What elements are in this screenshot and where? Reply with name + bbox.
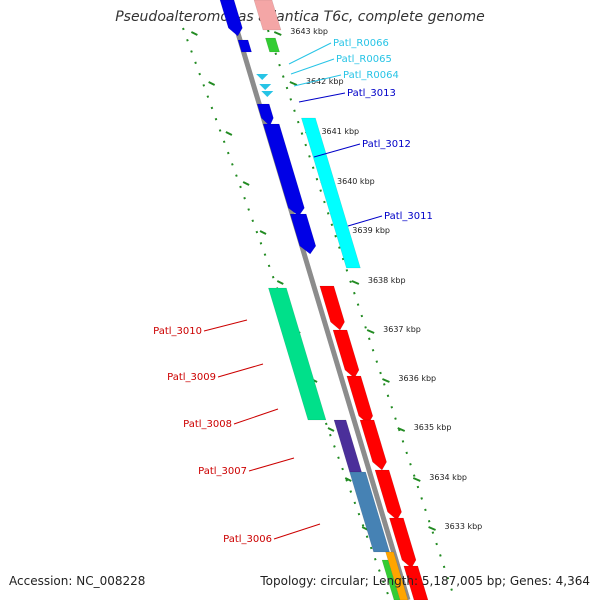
inner-major-tick <box>225 131 233 136</box>
gene-patl-3012-cyan <box>301 117 361 269</box>
outer-ring-dots <box>267 29 456 600</box>
gene-top-blue <box>219 0 243 37</box>
genome-backbone <box>225 0 411 600</box>
trna-r0065 <box>259 84 272 90</box>
trna-r0064 <box>261 91 274 97</box>
trna-r0066 <box>256 74 269 80</box>
leader-line <box>293 74 342 87</box>
inner-major-tick <box>344 477 352 482</box>
gene-label: Patl_3010 <box>153 326 202 337</box>
tick-label: 3635 kbp <box>414 423 452 432</box>
gene-red-1 <box>319 285 345 331</box>
gene-red-4 <box>359 419 387 471</box>
leader-line <box>313 143 361 158</box>
inner-major-tick <box>190 31 198 36</box>
gene-label: Patl_R0065 <box>336 54 392 65</box>
leader-line <box>203 319 248 332</box>
gene-label: Patl_3008 <box>183 419 232 430</box>
gene-patl-3012-blue <box>262 123 305 217</box>
major-tick <box>289 81 298 86</box>
major-tick <box>366 329 375 334</box>
inner-major-tick <box>208 81 216 86</box>
major-tick <box>351 280 360 285</box>
leader-line <box>273 523 321 540</box>
gene-label: Patl_3007 <box>198 466 247 477</box>
gene-bottom-green <box>381 559 401 600</box>
gene-label: Patl_3013 <box>347 88 396 99</box>
tick-label: 3641 kbp <box>321 127 359 136</box>
gene-red-7 <box>403 565 429 600</box>
major-tick <box>382 378 390 383</box>
gene-patl-3011-blue <box>289 213 317 255</box>
leader-line <box>290 58 335 75</box>
gene-red-6 <box>389 517 417 569</box>
leader-line <box>233 408 279 425</box>
gene-label: Patl_3011 <box>384 211 433 222</box>
accession-text: Accession: NC_008228 <box>9 574 146 588</box>
leader-line <box>248 457 295 472</box>
inner-major-tick <box>259 230 267 235</box>
inner-major-tick <box>276 280 284 285</box>
inner-major-tick <box>327 427 335 432</box>
tick-label: 3643 kbp <box>290 27 328 36</box>
gene-label: Patl_R0064 <box>343 70 399 81</box>
major-tick <box>273 31 282 36</box>
gene-label: Patl_R0066 <box>333 38 389 49</box>
gene-small-blue <box>237 39 252 53</box>
major-tick <box>412 477 421 482</box>
gene-label: Patl_3006 <box>223 534 272 545</box>
map-title: Pseudoalteromonas atlantica T6c, complet… <box>115 9 485 25</box>
tick-label: 3639 kbp <box>352 226 390 235</box>
gene-red-5 <box>374 469 402 521</box>
tick-label: 3638 kbp <box>368 276 406 285</box>
genome-summary-text: Topology: circular; Length: 5,187,005 bp… <box>260 574 590 588</box>
tick-label: 3640 kbp <box>337 177 375 186</box>
tick-label: 3633 kbp <box>445 522 483 531</box>
tick-label: 3642 kbp <box>306 77 344 86</box>
gene-label: Patl_3012 <box>362 139 411 150</box>
leader-line <box>298 92 346 103</box>
leader-line <box>347 215 383 227</box>
leader-line <box>217 363 264 378</box>
tick-label: 3636 kbp <box>398 374 436 383</box>
rrna-top <box>253 0 282 31</box>
tick-label: 3634 kbp <box>429 473 467 482</box>
gene-red-2 <box>332 329 360 379</box>
inner-major-tick <box>242 181 250 186</box>
leader-line <box>288 42 332 65</box>
gene-patl-3013 <box>256 103 274 127</box>
major-tick <box>428 526 436 531</box>
gene-label: Patl_3009 <box>167 372 216 383</box>
gene-small-green <box>265 37 280 53</box>
tick-label: 3637 kbp <box>383 325 421 334</box>
major-tick <box>397 427 406 432</box>
gene-bottom-orange <box>385 551 409 600</box>
gene-patl-3010-teal <box>268 287 327 421</box>
